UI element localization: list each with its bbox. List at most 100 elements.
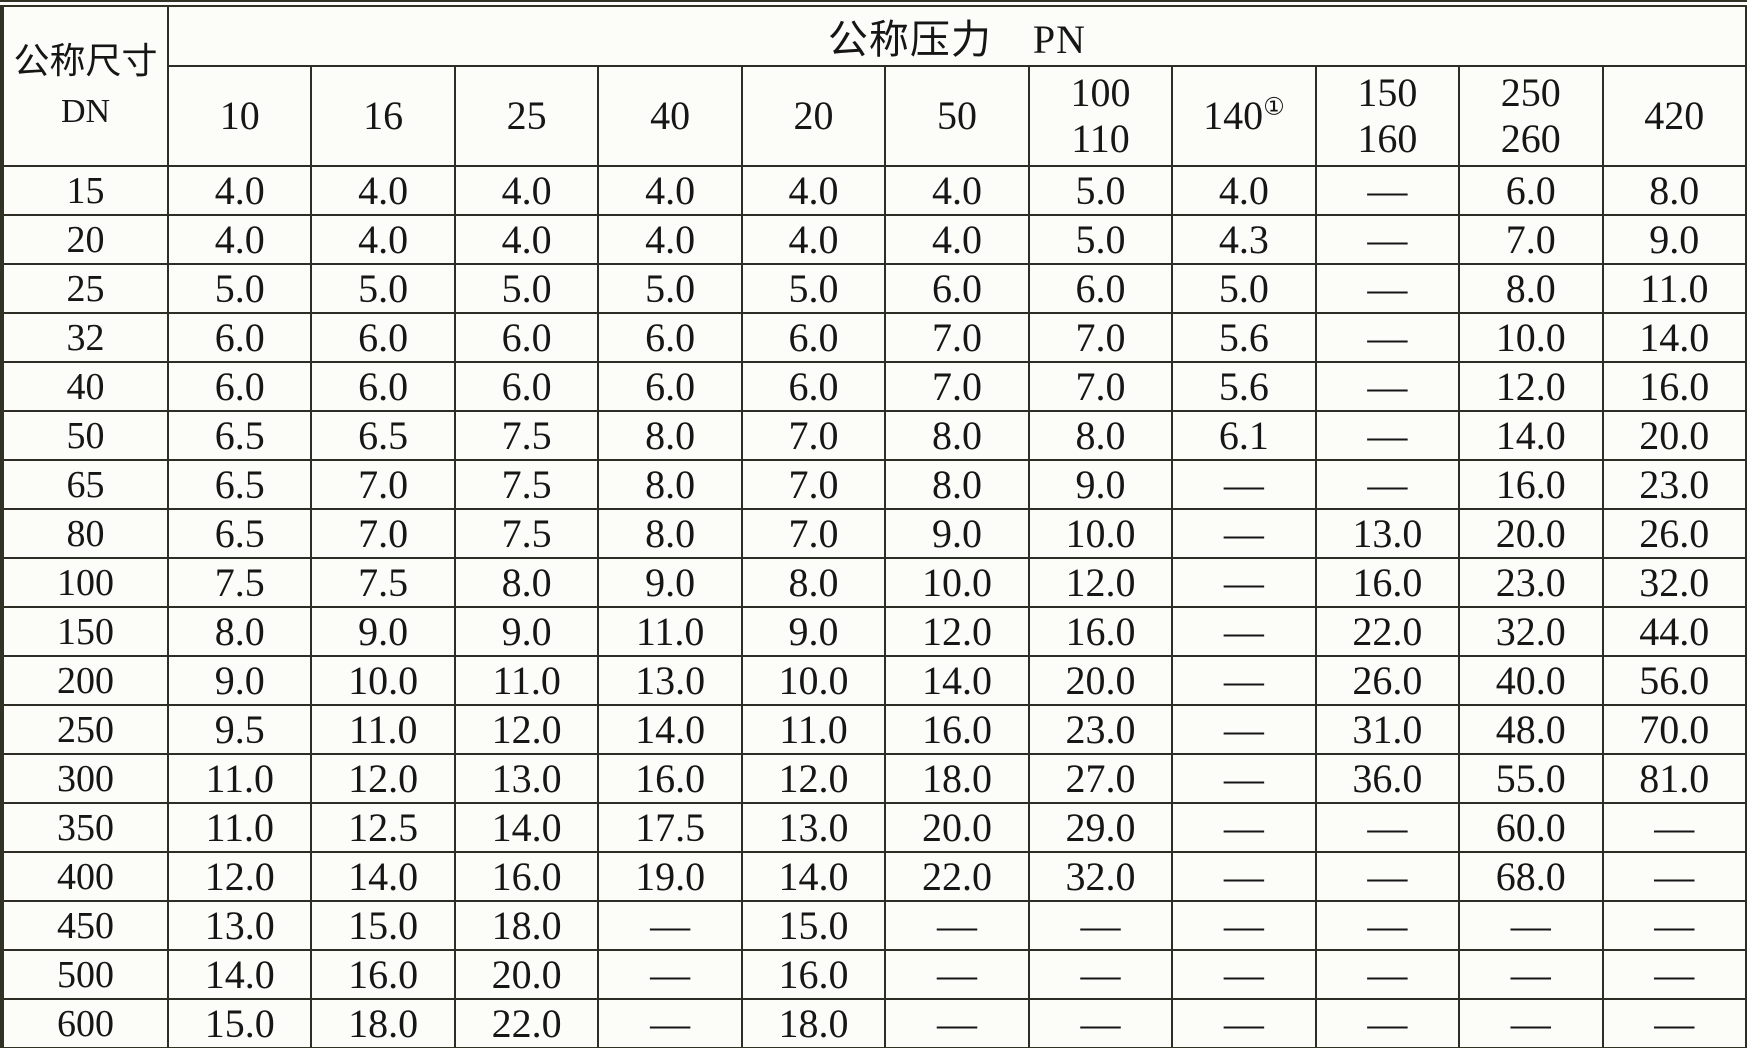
value-cell: 56.0 [1601,655,1747,706]
dn-cell: 15 [1,165,169,216]
value-cell: — [1314,459,1461,510]
dn-cell: 65 [1,459,169,510]
value-cell: 12.0 [740,753,887,804]
corner-header-line1: 公称尺寸 [13,41,158,82]
dn-cell: 450 [1,900,169,951]
value-cell: 9.0 [884,508,1030,559]
value-cell: 9.0 [166,655,313,706]
value-cell: 7.0 [310,508,456,559]
value-cell: 9.0 [453,606,600,657]
value-cell: 10.0 [1458,312,1604,363]
dn-cell: 350 [1,802,169,853]
table-row-dn-200: 200 9.0 10.0 11.0 13.0 10.0 14.0 20.0—26.0 40.0 5… [1,655,1747,706]
value-cell: 14.0 [166,949,313,1000]
table-row-dn-50: 50 6.5 6.5 7.5 8.0 7.0 8.0 8.0 6.1—14.0 20.0 [1,410,1747,461]
value-cell: 22.0 [884,851,1030,902]
value-cell: 5.0 [597,263,743,314]
value-cell: 6.5 [166,410,313,461]
table-body: 15 4.0 4.0 4.0 4.0 4.0 4.0 5.0 4.0—6.0 8.0 20 4.0 4.… [1,165,1747,1048]
value-cell: 18.0 [310,998,456,1048]
value-cell: 7.0 [884,312,1030,363]
value-cell: 9.0 [740,606,887,657]
value-cell: 5.0 [1027,214,1174,265]
value-cell: 19.0 [597,851,743,902]
table-row-dn-450: 450 13.0 15.0 18.0—15.0— — — — — — [1,900,1747,951]
value-cell: — [1171,949,1317,1000]
group-header-row: 公称尺寸 DN 公称压力 PN [1,2,1747,167]
table-row-dn-150: 150 8.0 9.0 9.0 11.0 9.0 12.0 16.0—22.0 32.0 44.0 [1,606,1747,657]
value-cell: — [1601,802,1747,853]
value-cell: — [884,900,1030,951]
value-cell: 6.5 [166,459,313,510]
value-cell: 15.0 [740,900,887,951]
value-cell: 17.5 [597,802,743,853]
value-cell: 44.0 [1601,606,1747,657]
corner-header-nominal-size-dn: 公称尺寸 DN [1,2,169,167]
value-cell: 8.0 [740,557,887,608]
value-cell: 7.0 [1458,214,1604,265]
value-cell: 6.0 [310,312,456,363]
value-cell: 4.0 [310,165,456,216]
table-row-dn-32: 32 6.0 6.0 6.0 6.0 6.0 7.0 7.0 5.6—10.0 14.0 [1,312,1747,363]
value-cell: 10.0 [740,655,887,706]
dn-cell: 300 [1,753,169,804]
value-cell: 6.0 [740,312,887,363]
column-header-pn-25: 25 [453,65,600,167]
dn-cell: 200 [1,655,169,706]
dn-cell: 150 [1,606,169,657]
table-row-dn-600: 600 15.0 18.0 22.0—18.0— — — — — — [1,998,1747,1048]
value-cell: 11.0 [597,606,743,657]
value-cell: 4.3 [1171,214,1317,265]
value-cell: — [1171,753,1317,804]
value-cell: 7.0 [740,410,887,461]
value-cell: 8.0 [1601,165,1747,216]
value-cell: 16.0 [453,851,600,902]
value-cell: 8.0 [1458,263,1604,314]
value-cell: 12.5 [310,802,456,853]
table-row-dn-65: 65 6.5 7.0 7.5 8.0 7.0 8.0 9.0— —16.0 23.0 [1,459,1747,510]
value-cell: 7.0 [310,459,456,510]
value-cell: — [1314,410,1461,461]
value-cell: 16.0 [310,949,456,1000]
value-cell: 14.0 [884,655,1030,706]
value-cell: 13.0 [740,802,887,853]
value-cell: 5.6 [1171,361,1317,412]
value-cell: 11.0 [166,753,313,804]
value-cell: — [1314,165,1461,216]
value-cell: 6.0 [453,312,600,363]
column-header-pn-16: 16 [310,65,456,167]
value-cell: — [1314,361,1461,412]
value-cell: — [1171,704,1317,755]
column-header-pn-140: 140① [1171,65,1317,167]
value-cell: 9.0 [1601,214,1747,265]
value-cell: 4.0 [884,214,1030,265]
value-cell: 4.0 [310,214,456,265]
value-cell: 4.0 [884,165,1030,216]
value-cell: — [1314,900,1461,951]
value-cell: — [1171,557,1317,608]
value-cell: 6.0 [1458,165,1604,216]
value-cell: — [1314,263,1461,314]
value-cell: — [1171,802,1317,853]
value-cell: — [1601,949,1747,1000]
value-cell: 31.0 [1314,704,1461,755]
value-cell: 68.0 [1458,851,1604,902]
column-header-pn-420: 420 [1601,65,1747,167]
value-cell: 8.0 [597,410,743,461]
value-cell: 8.0 [597,459,743,510]
dn-cell: 600 [1,998,169,1048]
value-cell: 70.0 [1601,704,1747,755]
value-cell: 18.0 [884,753,1030,804]
value-cell: — [1171,900,1317,951]
value-cell: 10.0 [310,655,456,706]
table-row-dn-350: 350 11.0 12.5 14.0 17.5 13.0 20.0 29.0— —60.0— [1,802,1747,853]
value-cell: 11.0 [1601,263,1747,314]
value-cell: 7.0 [740,508,887,559]
value-cell: 20.0 [884,802,1030,853]
value-cell: 32.0 [1458,606,1604,657]
value-cell: — [1027,900,1174,951]
value-cell: 48.0 [1458,704,1604,755]
value-cell: 22.0 [1314,606,1461,657]
value-cell: 14.0 [740,851,887,902]
